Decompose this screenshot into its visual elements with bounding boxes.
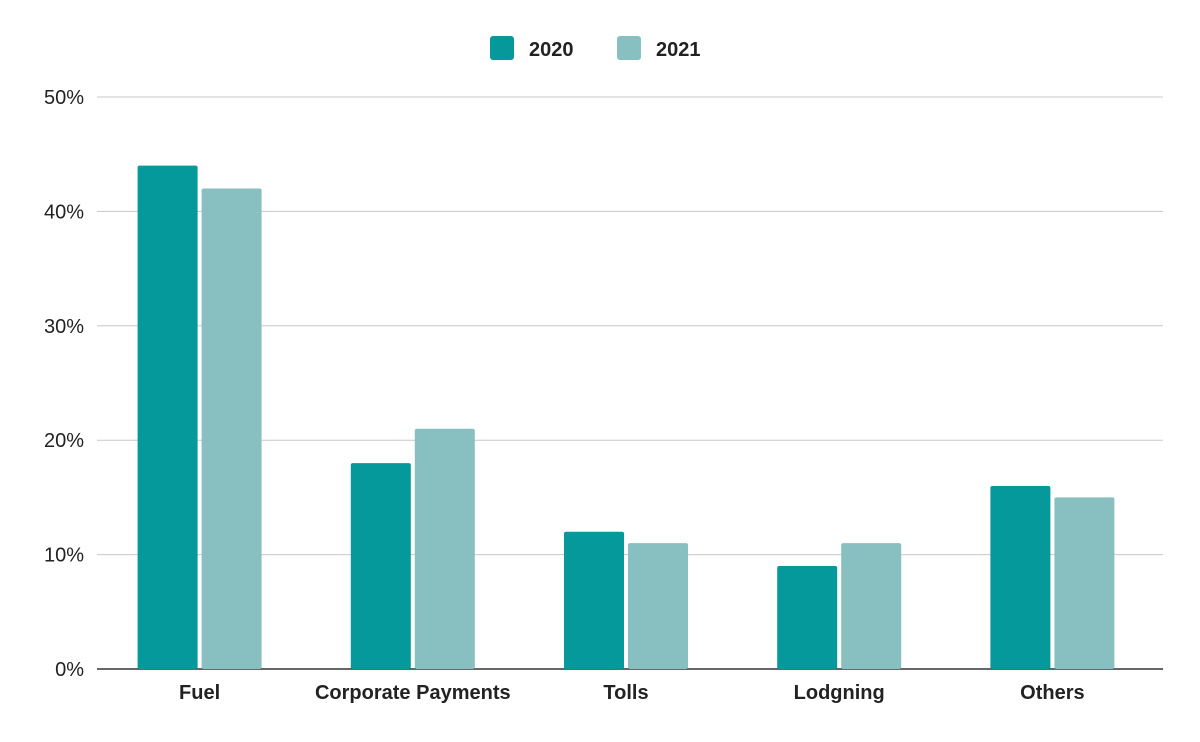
x-tick-label: Others bbox=[1020, 682, 1084, 704]
y-tick-label: 40% bbox=[44, 201, 84, 223]
legend-label-2020: 2020 bbox=[529, 39, 574, 61]
x-tick-label: Fuel bbox=[179, 682, 220, 704]
y-axis-labels: 0% 10% 20% 30% 40% 50% bbox=[44, 87, 84, 681]
legend-swatch-2021 bbox=[617, 36, 641, 60]
x-tick-label: Lodgning bbox=[794, 682, 885, 704]
legend-label-2021: 2021 bbox=[656, 39, 701, 61]
bar-2020-lodgning bbox=[777, 566, 838, 669]
x-tick-label: Corporate Payments bbox=[315, 682, 511, 704]
legend: 2020 2021 bbox=[490, 36, 701, 61]
gridlines bbox=[97, 96, 1163, 670]
bar-2021-tolls bbox=[628, 543, 688, 669]
legend-swatch-2020 bbox=[490, 36, 514, 60]
bar-2021-lodgning bbox=[841, 543, 902, 669]
bars bbox=[137, 165, 1115, 669]
bar-2021-others bbox=[1054, 497, 1115, 669]
bar-2021-fuel bbox=[201, 188, 262, 669]
y-tick-label: 50% bbox=[44, 87, 84, 109]
bar-2020-tolls bbox=[564, 531, 624, 669]
y-tick-label: 10% bbox=[44, 545, 84, 567]
bar-2020-others bbox=[990, 485, 1051, 669]
bar-2020-corporate-payments bbox=[350, 463, 411, 669]
x-tick-label: Tolls bbox=[603, 682, 648, 704]
y-tick-label: 0% bbox=[55, 659, 84, 681]
y-tick-label: 20% bbox=[44, 430, 84, 452]
bar-2021-corporate-payments bbox=[414, 428, 475, 669]
bar-2020-fuel bbox=[137, 165, 198, 669]
x-axis-labels: Fuel Corporate Payments Tolls Lodgning Other… bbox=[179, 682, 1085, 704]
y-tick-label: 30% bbox=[44, 316, 84, 338]
